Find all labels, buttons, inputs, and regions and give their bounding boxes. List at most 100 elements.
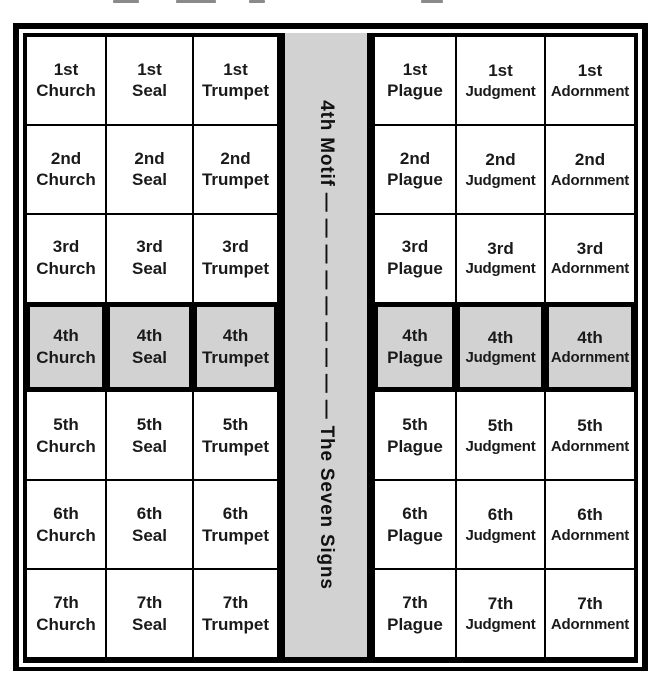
cell-ordinal: 2nd [134,148,165,168]
cell-2nd-trumpet: 2nd Trumpet [194,125,277,213]
cell-ordinal: 6th [222,503,249,523]
cell-ordinal: 3rd [136,237,163,257]
cell-2nd-church: 2nd Church [27,125,105,213]
cell-category: Church [36,81,96,101]
cell-category: Church [36,525,96,545]
cell-ordinal: 3rd [401,237,429,257]
cell-category: Adornment [550,526,630,544]
cell-category: Trumpet [201,259,270,279]
cell-ordinal: 4th [577,327,603,347]
cell-category: Church [36,614,96,634]
cell-2nd-plague: 2nd Plague [375,125,455,213]
cell-3rd-adornment: 3rd Adornment [546,214,634,302]
cell-ordinal: 1st [402,59,428,79]
cell-category: Adornment [550,82,630,100]
cell-1st-adornment: 1st Adornment [546,37,634,124]
center-motif-column: 4th Motif — — — — — — — — — The Seven Si… [281,33,371,663]
cell-ordinal: 7th [402,592,428,612]
cell-ordinal: 5th [487,416,514,436]
cell-category: Church [36,259,96,279]
cell-category: Plague [387,347,443,367]
cell-ordinal: 1st [577,60,603,80]
cell-category: Seal [132,614,167,634]
cell-category: Church [36,170,96,190]
cell-category: Adornment [550,615,630,633]
cropped-text-artifact [113,0,139,3]
cell-6th-church: 6th Church [27,481,105,569]
cell-3rd-plague: 3rd Plague [375,214,455,302]
cell-2nd-seal: 2nd Seal [107,125,192,213]
cell-ordinal: 1st [137,59,162,79]
cell-category: Seal [132,347,167,367]
cell-category: Seal [132,170,167,190]
cell-ordinal: 6th [577,505,603,525]
right-grid-plagues-judgments-adornments: 1st Plague 1st Judgment 1st Adornment 2nd Plagu… [371,33,638,663]
cell-3rd-seal: 3rd Seal [107,214,192,302]
cell-category: Adornment [550,438,630,456]
cell-ordinal: 6th [53,503,79,523]
cell-category: Plague [387,259,443,279]
cell-category: Seal [132,81,167,101]
cell-category: Trumpet [201,170,270,190]
cell-category: Judgment [465,171,536,189]
cell-7th-seal: 7th Seal [107,570,192,657]
cell-category: Adornment [550,171,630,189]
cell-ordinal: 6th [136,503,163,523]
cell-1st-trumpet: 1st Trumpet [194,37,277,124]
left-grid-churches-seals-trumpets: 1st Church 1st Seal 1st Trumpet 2nd Church 2nd Se… [23,33,281,663]
cell-category: Trumpet [201,525,270,545]
cell-6th-judgment: 6th Judgment [457,481,544,569]
cell-4th-judgment: 4th Judgment [457,303,544,391]
cell-5th-seal: 5th Seal [107,392,192,480]
cell-4th-trumpet: 4th Trumpet [194,303,277,391]
cell-ordinal: 7th [487,594,514,614]
cell-category: Judgment [465,526,536,544]
cell-3rd-church: 3rd Church [27,214,105,302]
cell-ordinal: 5th [222,415,249,435]
cell-ordinal: 3rd [487,238,514,258]
cell-category: Trumpet [201,81,270,101]
cell-ordinal: 7th [53,592,79,612]
cell-5th-adornment: 5th Adornment [546,392,634,480]
cell-category: Judgment [465,615,536,633]
cell-4th-seal: 4th Seal [107,303,192,391]
cell-ordinal: 2nd [220,148,251,168]
cell-category: Adornment [550,349,630,367]
cell-ordinal: 2nd [399,148,431,168]
cell-ordinal: 4th [222,326,249,346]
cell-6th-seal: 6th Seal [107,481,192,569]
cell-ordinal: 7th [222,592,249,612]
cell-7th-plague: 7th Plague [375,570,455,657]
cell-ordinal: 3rd [222,237,249,257]
cell-2nd-adornment: 2nd Adornment [546,125,634,213]
cell-category: Plague [387,436,443,456]
cell-category: Church [36,436,96,456]
cell-ordinal: 4th [402,326,428,346]
cell-4th-plague: 4th Plague [375,303,455,391]
cropped-text-artifact [421,0,443,3]
cell-6th-trumpet: 6th Trumpet [194,481,277,569]
cell-category: Adornment [550,260,630,278]
cell-1st-church: 1st Church [27,37,105,124]
cell-ordinal: 3rd [576,238,604,258]
seven-signs-matrix-frame: 1st Church 1st Seal 1st Trumpet 2nd Church 2nd Se… [13,23,648,671]
cell-ordinal: 1st [488,60,513,80]
cropped-text-artifact [176,0,216,3]
cell-ordinal: 6th [487,505,514,525]
cell-category: Judgment [465,82,536,100]
cell-4th-church: 4th Church [27,303,105,391]
cell-5th-judgment: 5th Judgment [457,392,544,480]
cell-category: Seal [132,436,167,456]
cell-category: Trumpet [201,347,270,367]
cell-ordinal: 5th [402,415,428,435]
cell-category: Trumpet [201,436,270,456]
cell-category: Plague [387,525,443,545]
cell-6th-plague: 6th Plague [375,481,455,569]
cell-ordinal: 2nd [50,148,82,168]
cell-ordinal: 7th [577,594,603,614]
cell-ordinal: 4th [487,327,514,347]
cell-7th-trumpet: 7th Trumpet [194,570,277,657]
cell-category: Seal [132,259,167,279]
cell-ordinal: 7th [136,592,163,612]
cell-4th-adornment: 4th Adornment [546,303,634,391]
